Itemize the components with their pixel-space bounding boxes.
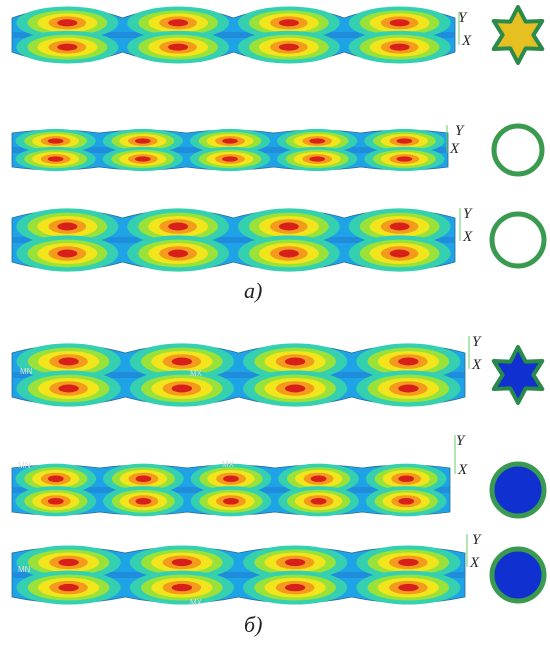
figure: а) б) YXYXYXYXMNMXYXMNMXYXMNMX	[0, 0, 550, 659]
stress-zone	[168, 19, 188, 26]
stress-zone	[57, 19, 77, 26]
stress-zone	[48, 138, 64, 143]
tube-plot	[12, 129, 448, 171]
axis-label: Y	[472, 334, 482, 350]
axis-label: X	[461, 33, 472, 49]
stress-zone	[398, 498, 414, 505]
stress-zone	[136, 498, 152, 505]
caption: а)	[244, 278, 262, 303]
stress-zone	[398, 584, 418, 591]
stress-zone	[285, 559, 305, 566]
stress-zone	[285, 584, 305, 591]
stress-zone	[57, 44, 77, 51]
stress-zone	[135, 156, 151, 161]
axis-label: X	[457, 462, 468, 478]
stress-zone	[58, 358, 78, 366]
stress-zone	[397, 138, 413, 143]
tube-plot	[12, 343, 465, 406]
stress-zone	[48, 475, 64, 482]
stress-zone	[48, 498, 64, 505]
tube-plot	[12, 7, 455, 64]
cross-section	[494, 126, 542, 174]
axis-label: Y	[456, 433, 466, 449]
stress-zone	[223, 475, 239, 482]
stress-zone	[58, 559, 78, 566]
stress-zone	[58, 385, 78, 393]
stress-zone	[311, 475, 327, 482]
stress-zone	[390, 44, 410, 51]
stress-zone	[390, 223, 410, 231]
stress-zone	[279, 223, 299, 231]
stress-zone	[172, 559, 192, 566]
contour-label: MN	[18, 565, 31, 574]
contour-label: MX	[190, 369, 203, 378]
tube-plot	[12, 464, 450, 517]
stress-zone	[168, 250, 188, 258]
stress-zone	[57, 223, 77, 231]
stress-zone	[48, 156, 64, 161]
axis-label: X	[449, 141, 460, 157]
cross-section	[492, 464, 544, 516]
stress-zone	[57, 250, 77, 258]
contour-label: MX	[190, 598, 203, 607]
stress-zone	[398, 385, 418, 393]
tube-plot	[12, 545, 465, 604]
stress-zone	[390, 250, 410, 258]
axis-label: X	[471, 357, 482, 373]
stress-zone	[279, 19, 299, 26]
stress-zone	[136, 475, 152, 482]
contour-label: MX	[222, 460, 235, 469]
caption: б)	[244, 612, 262, 637]
stress-zone	[309, 138, 325, 143]
axis-label: X	[462, 229, 473, 245]
contour-label: MN	[18, 461, 31, 470]
contour-label: MN	[20, 367, 33, 376]
cross-section	[492, 549, 544, 601]
stress-zone	[168, 44, 188, 51]
cross-section	[494, 7, 542, 63]
stress-zone	[172, 358, 192, 366]
stress-zone	[172, 385, 192, 393]
axis-label: Y	[472, 532, 482, 548]
stress-zone	[222, 156, 238, 161]
stress-zone	[279, 44, 299, 51]
axis-label: Y	[455, 123, 465, 139]
stress-zone	[311, 498, 327, 505]
stress-zone	[398, 358, 418, 366]
stress-zone	[285, 385, 305, 393]
cross-section	[494, 347, 542, 403]
axis-label: Y	[463, 206, 473, 222]
tube-plot	[12, 208, 455, 271]
stress-zone	[135, 138, 151, 143]
stress-zone	[309, 156, 325, 161]
stress-zone	[279, 250, 299, 258]
stress-zone	[168, 223, 188, 231]
stress-zone	[223, 498, 239, 505]
stress-zone	[172, 584, 192, 591]
stress-zone	[58, 584, 78, 591]
cross-section	[492, 214, 544, 266]
stress-zone	[397, 156, 413, 161]
stress-zone	[398, 475, 414, 482]
stress-zone	[285, 358, 305, 366]
stress-zone	[222, 138, 238, 143]
stress-zone	[398, 559, 418, 566]
stress-zone	[390, 19, 410, 26]
axis-label: X	[469, 555, 480, 571]
